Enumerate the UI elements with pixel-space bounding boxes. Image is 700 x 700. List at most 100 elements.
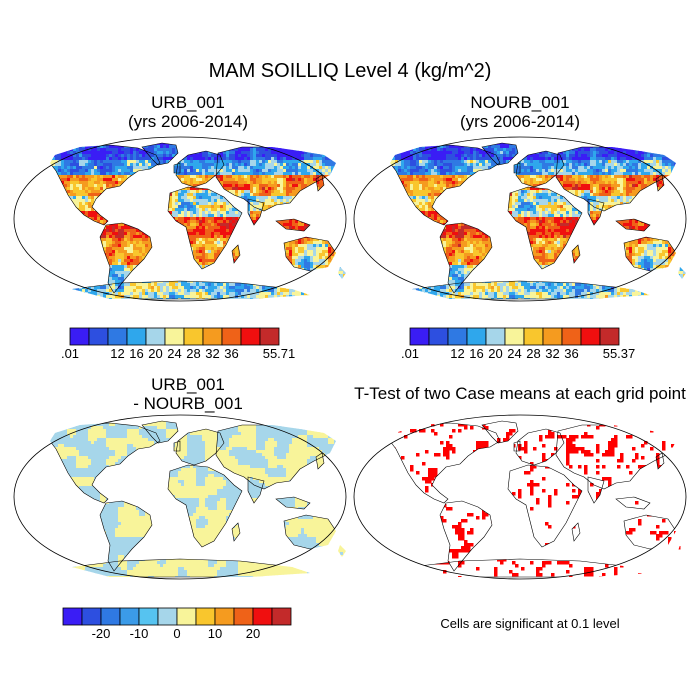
field-cell (235, 253, 239, 257)
field-cell (37, 145, 41, 149)
field-cell (232, 175, 236, 179)
field-cell (286, 181, 290, 185)
field-cell (259, 157, 263, 161)
field-cell (238, 178, 242, 182)
field-cell (292, 133, 296, 137)
field-cell (22, 154, 26, 158)
field-cell (97, 163, 101, 167)
field-cell (103, 145, 107, 149)
field-cell (124, 163, 128, 167)
field-cell (85, 166, 89, 170)
field-cell (280, 172, 284, 176)
field-cell (310, 139, 314, 143)
field-cell (115, 238, 119, 242)
field-cell (253, 136, 257, 140)
field-cell (52, 160, 56, 164)
field-cell (328, 151, 332, 155)
field-cell (319, 175, 323, 179)
field-cell (130, 262, 134, 266)
field-cell (268, 205, 272, 209)
field-cell (313, 169, 317, 173)
field-cell (196, 253, 200, 257)
field-cell (214, 208, 218, 212)
field-cell (196, 220, 200, 224)
field-cell (334, 154, 338, 158)
field-cell (274, 151, 278, 155)
field-cell (82, 196, 86, 200)
field-cell (145, 160, 149, 164)
field-cell (250, 160, 254, 164)
field-cell (211, 226, 215, 230)
field-cell (40, 160, 44, 164)
field-cell (325, 133, 329, 137)
field-cell (37, 166, 41, 170)
field-cell (247, 202, 251, 206)
field-cell (307, 154, 311, 158)
field-cell (124, 229, 128, 233)
field-cell (97, 143, 101, 146)
field-cell (121, 232, 125, 236)
field-cell (115, 244, 119, 248)
field-cell (289, 226, 293, 230)
field-cell (61, 163, 65, 167)
field-cell (154, 160, 158, 164)
field-cell (247, 187, 251, 191)
field-cell (103, 235, 107, 239)
field-cell (175, 199, 179, 203)
field-cell (148, 154, 152, 158)
field-cell (184, 178, 188, 182)
field-cell (229, 157, 233, 161)
field-cell (103, 163, 107, 167)
field-cell (289, 181, 293, 185)
field-cell (223, 211, 227, 215)
field-cell (274, 143, 278, 146)
field-cell (250, 196, 254, 200)
field-cell (238, 214, 242, 218)
field-cell (202, 193, 206, 197)
field-cell (226, 184, 230, 188)
field-cell (217, 211, 221, 215)
field-cell (337, 151, 341, 155)
field-cell (13, 178, 17, 182)
field-cell (16, 154, 20, 158)
field-cell (319, 259, 323, 263)
field-cell (94, 143, 98, 146)
field-cell (304, 223, 308, 227)
field-cell (187, 157, 191, 161)
field-cell (301, 148, 305, 152)
field-cell (247, 169, 251, 173)
field-cell (133, 253, 137, 257)
field-cell (13, 190, 17, 194)
field-cell (205, 235, 209, 239)
field-cell (268, 136, 272, 140)
panel-nourb-title-line2: (yrs 2006-2014) (355, 112, 685, 131)
field-cell (229, 172, 233, 176)
field-cell (172, 154, 176, 158)
field-cell (223, 169, 227, 173)
field-cell (184, 163, 188, 167)
field-cell (292, 139, 296, 143)
field-cell (217, 169, 221, 173)
field-cell (16, 241, 20, 245)
field-cell (127, 241, 131, 245)
field-cell (79, 136, 83, 140)
field-cell (154, 133, 158, 137)
field-cell (307, 160, 311, 164)
field-cell (289, 172, 293, 176)
field-cell (208, 229, 212, 233)
field-cell (58, 172, 62, 176)
field-cell (172, 205, 176, 209)
field-cell (322, 241, 326, 245)
field-cell (187, 178, 191, 182)
field-cell (199, 172, 203, 176)
field-cell (79, 154, 83, 158)
field-cell (133, 169, 137, 173)
field-cell (325, 145, 329, 149)
field-cell (295, 250, 299, 254)
field-cell (232, 187, 236, 191)
field-cell (202, 205, 206, 209)
field-cell (193, 232, 197, 236)
field-cell (37, 139, 41, 143)
field-cell (340, 143, 344, 146)
field-cell (217, 223, 221, 227)
